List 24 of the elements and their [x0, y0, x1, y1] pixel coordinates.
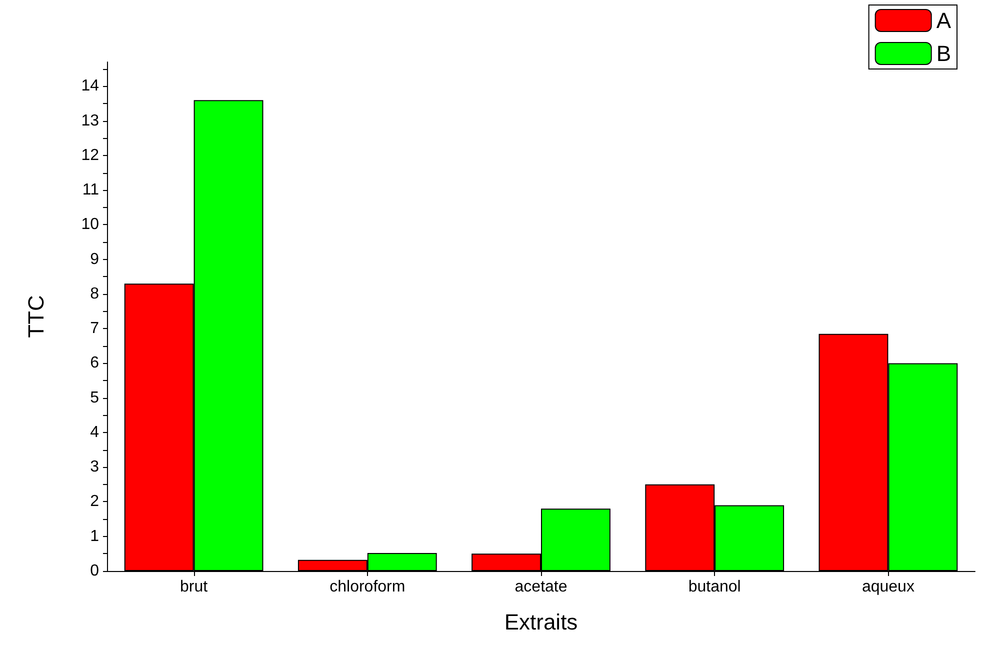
y-tick-label: 3	[90, 458, 100, 476]
y-tick-label: 12	[81, 146, 100, 164]
y-tick-label: 8	[90, 285, 100, 302]
x-tick-label: brut	[180, 578, 208, 596]
y-tick-label: 5	[90, 389, 100, 406]
y-tick-label: 2	[90, 493, 100, 510]
y-tick-label: 10	[81, 216, 100, 234]
legend-label: B	[936, 41, 952, 66]
x-tick-label: aqueux	[862, 578, 914, 596]
x-tick-label: acetate	[514, 578, 568, 596]
y-tick-label: 6	[90, 354, 100, 372]
x-tick-label: chloroform	[330, 578, 406, 596]
y-axis-title: TTC	[24, 295, 48, 338]
y-tick-label: 13	[81, 112, 100, 130]
y-tick-label: 1	[90, 528, 100, 545]
x-axis-title: Extraits	[504, 610, 578, 634]
y-tick-label: 4	[90, 424, 100, 441]
y-tick-label: 11	[82, 182, 100, 199]
x-tick-label: butanol	[688, 578, 741, 596]
legend-label: A	[936, 8, 952, 33]
y-tick-label: 0	[90, 562, 100, 580]
y-tick-label: 9	[90, 250, 100, 268]
y-tick-label: 14	[81, 78, 100, 95]
y-tick-label: 7	[90, 320, 100, 338]
